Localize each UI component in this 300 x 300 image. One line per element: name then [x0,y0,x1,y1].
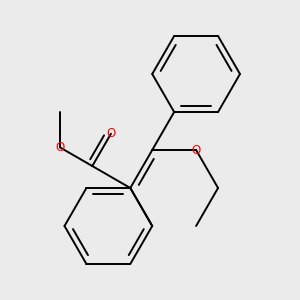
Text: O: O [106,127,116,140]
Text: O: O [56,141,64,154]
Text: O: O [191,143,201,157]
